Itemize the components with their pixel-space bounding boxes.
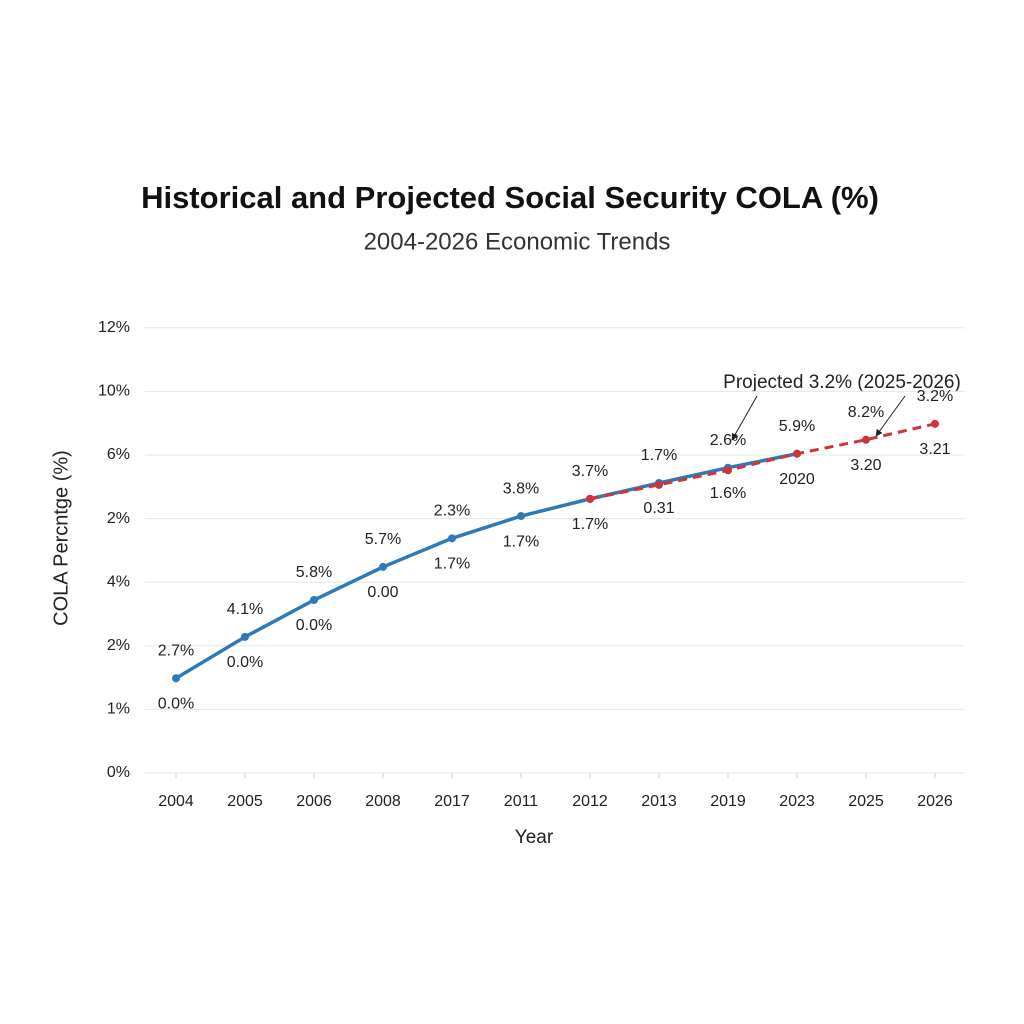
x-tick-label: 2013 [641, 793, 677, 810]
x-tick-label: 2026 [917, 793, 953, 810]
chart-title: Historical and Projected Social Security… [141, 180, 879, 215]
data-label: 3.21 [919, 441, 950, 458]
y-tick-label: 0% [107, 764, 130, 781]
annotation: Projected 3.2% (2025-2026) [723, 372, 961, 393]
chart-subtitle: 2004-2026 Economic Trends [364, 228, 671, 255]
data-label: 0.0% [227, 654, 263, 671]
data-label: 5.7% [365, 531, 401, 548]
data-point [517, 512, 525, 521]
data-point [724, 466, 732, 475]
data-point [793, 449, 801, 458]
data-label: 0.0% [296, 617, 332, 634]
data-label: 4.1% [227, 601, 263, 618]
data-label: 1.6% [710, 485, 746, 502]
annotation-arrow [875, 395, 906, 437]
x-axis-label: Year [515, 827, 554, 848]
data-label: 2.7% [158, 642, 194, 659]
y-tick-label: 4% [107, 573, 130, 590]
x-tick-label: 2017 [434, 793, 470, 810]
data-label: 0.0% [158, 695, 194, 712]
x-tick-label: 2005 [227, 793, 263, 810]
x-tick-label: 2006 [296, 793, 332, 810]
x-tick-label: 2019 [710, 793, 746, 810]
data-label: 8.2% [848, 404, 884, 421]
data-point [379, 562, 387, 571]
data-point [655, 480, 663, 489]
y-axis-label: COLA Percntge (%) [50, 450, 72, 626]
x-tick-label: 2023 [779, 793, 815, 810]
data-label: 1.7% [641, 447, 677, 464]
y-tick-label: 1% [107, 701, 130, 718]
data-point [310, 596, 318, 605]
data-label: 1.7% [572, 516, 608, 533]
data-label: 3.8% [503, 480, 539, 497]
data-label: 5.9% [779, 418, 815, 435]
x-tick-label: 2012 [572, 793, 608, 810]
x-tick-label: 2008 [365, 793, 401, 810]
data-label: 3.2% [917, 388, 953, 405]
y-tick-label: 2% [107, 637, 130, 654]
data-label: 0.31 [643, 500, 674, 517]
y-tick-label: 12% [98, 319, 130, 336]
data-label: 1.7% [503, 533, 539, 550]
y-tick-label: 2% [107, 510, 130, 527]
data-label: 5.8% [296, 564, 332, 581]
data-label: 3.7% [572, 463, 608, 480]
data-label: 2.3% [434, 503, 470, 520]
data-point [862, 435, 870, 444]
data-label: 3.20 [850, 457, 881, 474]
data-point [241, 632, 249, 641]
data-point [448, 534, 456, 543]
data-point [172, 674, 180, 683]
y-tick-label: 6% [107, 446, 130, 463]
data-label: 0.00 [367, 584, 398, 601]
annotation-arrow [731, 395, 758, 441]
x-tick-label: 2025 [848, 793, 884, 810]
x-tick-label: 2004 [158, 793, 194, 810]
data-label: 2020 [779, 471, 815, 488]
data-point [931, 419, 939, 428]
data-label: 1.7% [434, 556, 470, 573]
data-point [586, 494, 594, 503]
data-label: 2.6% [710, 432, 746, 449]
y-tick-label: 10% [98, 383, 130, 400]
series-line [175, 452, 798, 680]
x-tick-label: 2011 [504, 793, 539, 810]
